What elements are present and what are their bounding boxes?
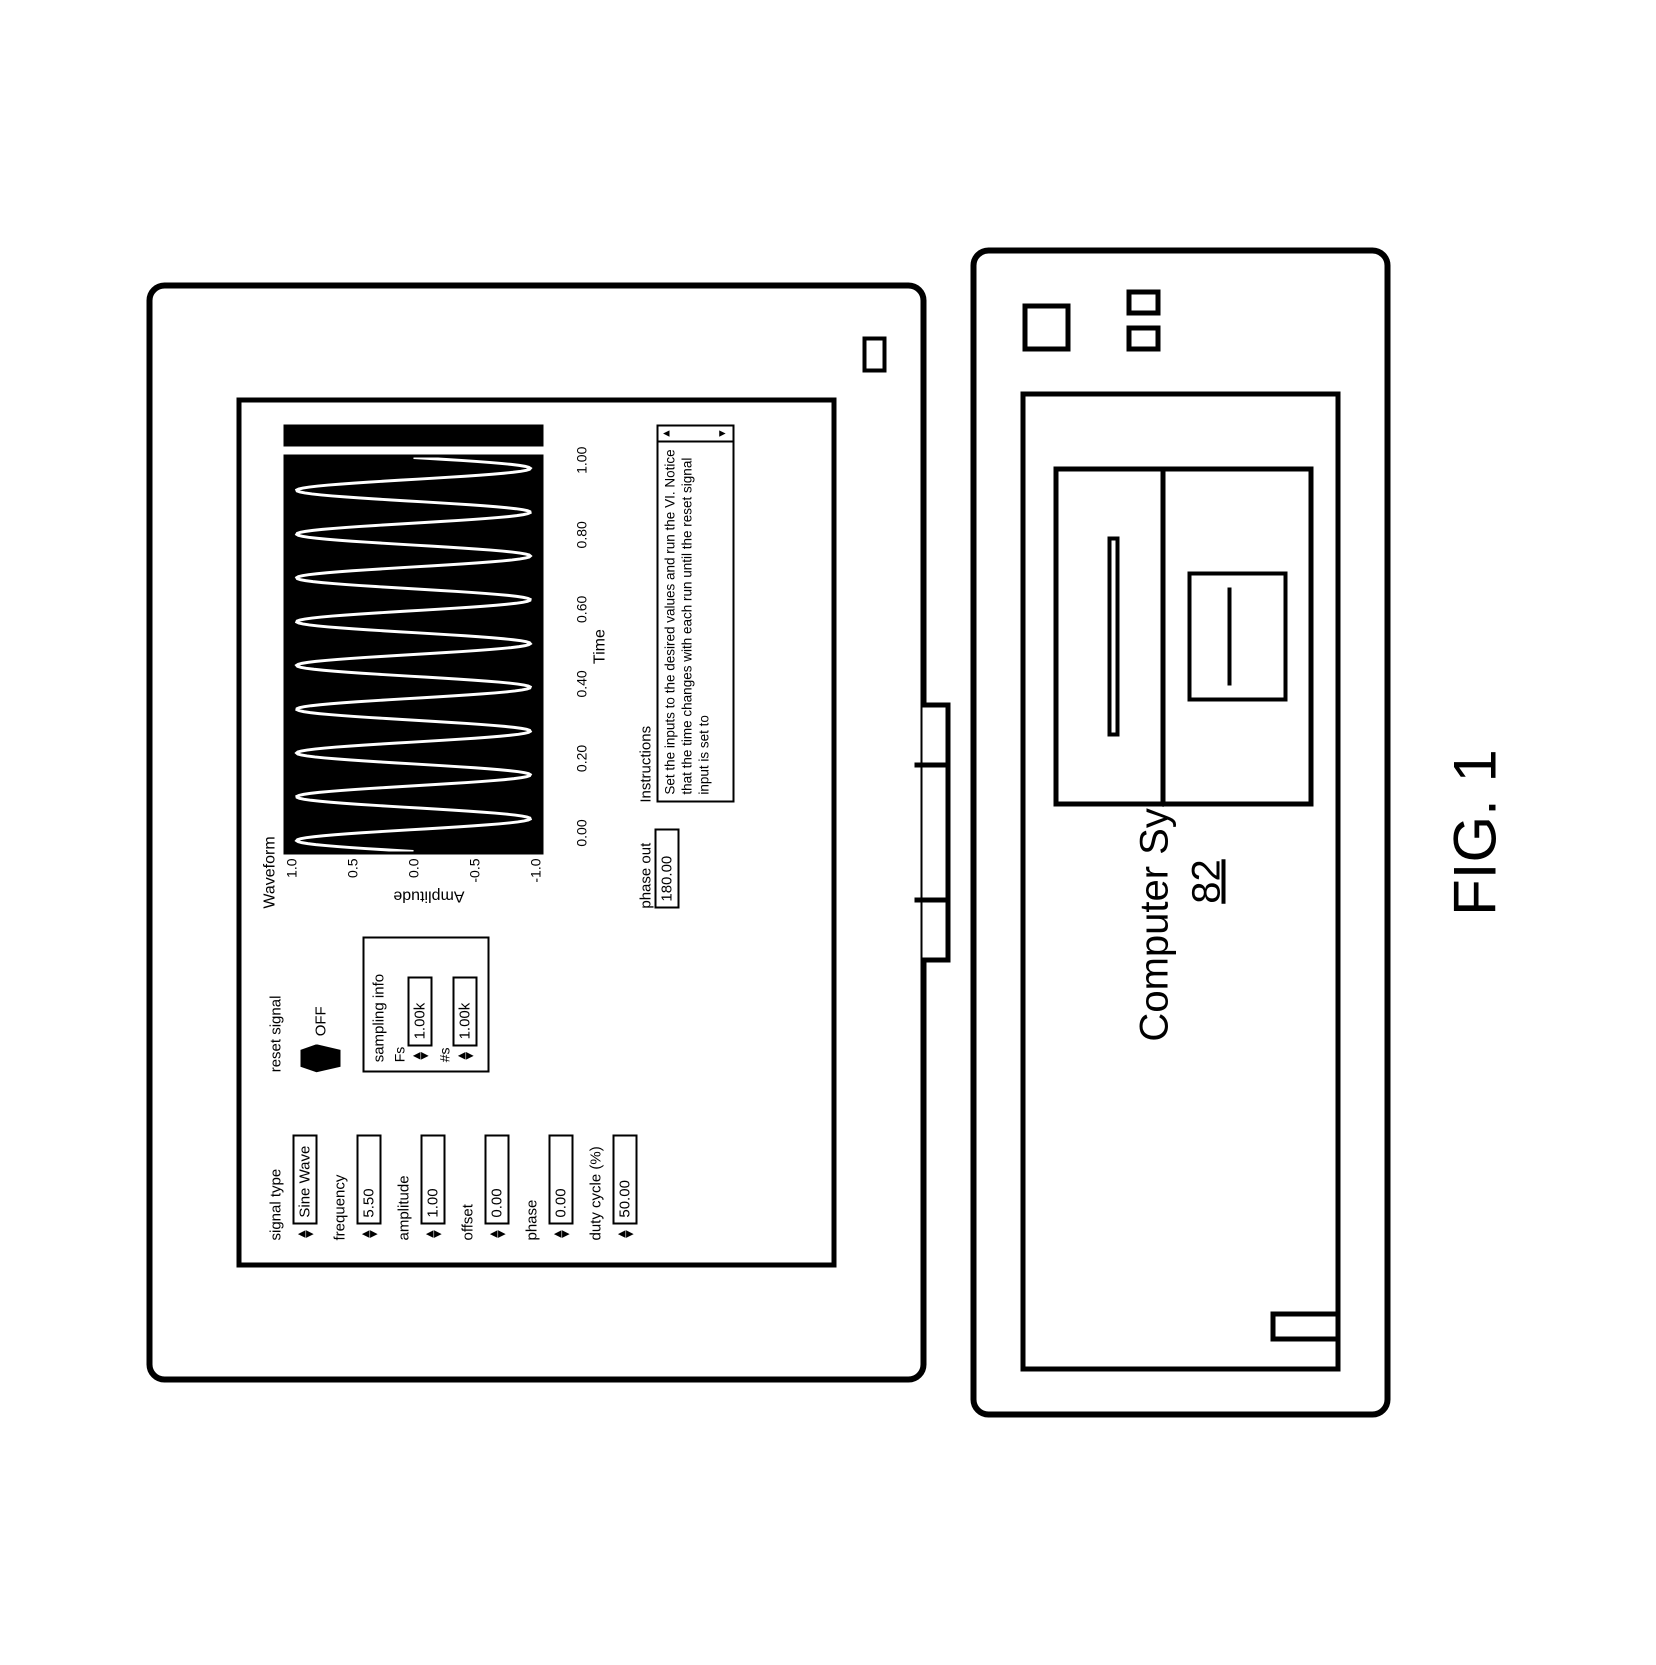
xtick: 0.00 — [574, 819, 590, 846]
offset-label: offset — [460, 1100, 477, 1240]
instructions-title: Instructions — [638, 425, 655, 803]
phase-out-value: 180.00 — [655, 829, 680, 909]
ytick: -0.5 — [467, 859, 483, 883]
instructions-text-box: Set the inputs to the desired values and… — [657, 425, 735, 803]
reset-label: reset signal — [268, 937, 285, 1073]
spinner-icon[interactable]: ▲▼ — [458, 1049, 472, 1062]
frequency-label: frequency — [332, 1100, 349, 1240]
ns-value[interactable]: 1.00k — [453, 976, 478, 1046]
signal-type-control[interactable]: ▲▼ Sine Wave — [293, 1100, 318, 1240]
amplitude-control[interactable]: ▲▼ 1.00 — [421, 1100, 446, 1240]
xtick: 0.60 — [574, 596, 590, 623]
scrollbar[interactable]: ▲ ▼ — [659, 427, 733, 443]
fs-label: Fs — [392, 1047, 408, 1063]
plot-area — [284, 455, 544, 855]
phase-out-indicator: phase out 180.00 — [638, 829, 680, 909]
instructions-text: Set the inputs to the desired values and… — [663, 449, 712, 794]
signal-type-value[interactable]: Sine Wave — [293, 1135, 318, 1225]
tower-indicator — [1127, 290, 1161, 316]
spinner-icon[interactable]: ▲▼ — [554, 1228, 568, 1241]
monitor-power-button — [863, 337, 887, 373]
y-ticks: 1.0 0.5 0.0 -0.5 -1.0 — [284, 855, 544, 887]
frequency-value[interactable]: 5.50 — [357, 1135, 382, 1225]
phase-control[interactable]: ▲▼ 0.00 — [549, 1100, 574, 1240]
reset-sampling-column: reset signal OFF sampling info Fs ▲▼ 1.0… — [262, 937, 812, 1073]
tower-ref-number: 82 — [1185, 859, 1229, 904]
phase-value[interactable]: 0.00 — [549, 1135, 574, 1225]
x-axis-label: Time — [592, 447, 610, 847]
sampling-title: sampling info — [371, 947, 388, 1063]
amplitude-value[interactable]: 1.00 — [421, 1135, 446, 1225]
y-axis-label: Amplitude — [284, 887, 574, 909]
frequency-control[interactable]: ▲▼ 5.50 — [357, 1100, 382, 1240]
spinner-icon[interactable]: ▲▼ — [618, 1228, 632, 1241]
ytick: 1.0 — [284, 859, 300, 883]
patent-figure-page: signal type ▲▼ Sine Wave frequency ▲▼ 5.… — [0, 5, 1656, 1661]
screen: signal type ▲▼ Sine Wave frequency ▲▼ 5.… — [237, 398, 837, 1268]
sampling-info-box: sampling info Fs ▲▼ 1.00k #s ▲▼ 1.00k — [363, 937, 490, 1073]
duty-cycle-value[interactable]: 50.00 — [613, 1135, 638, 1225]
tower-power-button — [1023, 304, 1071, 352]
cd-drive — [1059, 472, 1166, 802]
monitor: signal type ▲▼ Sine Wave frequency ▲▼ 5.… — [147, 283, 927, 1383]
plot-legend-strip — [284, 425, 544, 447]
chart-title: Waveform — [262, 425, 280, 909]
instructions-panel: Instructions Set the inputs to the desir… — [638, 425, 735, 803]
figure-label: FIG. 1 — [1441, 749, 1510, 916]
phase-out-label: phase out — [638, 829, 655, 909]
fs-control[interactable]: ▲▼ 1.00k — [408, 976, 433, 1062]
duty-cycle-label: duty cycle (%) — [588, 1100, 605, 1240]
tower-front-panel: Computer System 82 — [1021, 392, 1341, 1372]
signal-params-column: signal type ▲▼ Sine Wave frequency ▲▼ 5.… — [262, 1100, 812, 1240]
floppy-icon — [1187, 572, 1287, 702]
spinner-icon[interactable]: ▲▼ — [362, 1228, 376, 1241]
offset-control[interactable]: ▲▼ 0.00 — [485, 1100, 510, 1240]
drive-bays — [1054, 467, 1314, 807]
spinner-icon[interactable]: ▲▼ — [490, 1228, 504, 1241]
reset-toggle[interactable]: OFF — [301, 937, 341, 1073]
monitor-stand — [923, 703, 951, 963]
xtick: 1.00 — [574, 447, 590, 474]
ytick: 0.0 — [406, 859, 422, 883]
ytick: -1.0 — [528, 859, 544, 883]
sine-wave — [287, 458, 541, 852]
bottom-row: phase out 180.00 Instructions Set the in… — [638, 425, 735, 909]
ytick: 0.5 — [345, 859, 361, 883]
duty-cycle-control[interactable]: ▲▼ 50.00 — [613, 1100, 638, 1240]
amplitude-label: amplitude — [396, 1100, 413, 1240]
cd-slot-icon — [1107, 537, 1119, 737]
phase-label: phase — [524, 1100, 541, 1240]
reset-state: OFF — [312, 1006, 329, 1036]
tower-buttons — [1023, 290, 1161, 352]
x-ticks: 0.00 0.20 0.40 0.60 0.80 1.00 — [574, 447, 590, 847]
waveform-chart: Amplitude 1.0 0.5 0.0 -0.5 -1.0 — [284, 425, 574, 909]
toggle-icon[interactable] — [301, 1044, 341, 1072]
ns-control[interactable]: ▲▼ 1.00k — [453, 976, 478, 1062]
spinner-icon[interactable]: ▲▼ — [298, 1228, 312, 1241]
signal-type-label: signal type — [268, 1100, 285, 1240]
xtick: 0.40 — [574, 670, 590, 697]
waveform-column: Waveform Amplitude 1.0 0.5 0.0 -0.5 -1.0 — [262, 425, 812, 909]
scroll-up-icon[interactable]: ▲ — [661, 428, 675, 439]
fs-value[interactable]: 1.00k — [408, 976, 433, 1046]
offset-value[interactable]: 0.00 — [485, 1135, 510, 1225]
spinner-icon[interactable]: ▲▼ — [413, 1049, 427, 1062]
tower-indicator — [1127, 326, 1161, 352]
floppy-drive — [1166, 472, 1309, 802]
xtick: 0.80 — [574, 521, 590, 548]
scroll-down-icon[interactable]: ▼ — [717, 428, 731, 439]
spinner-icon[interactable]: ▲▼ — [426, 1228, 440, 1241]
computer-tower: Computer System 82 — [971, 248, 1391, 1418]
ns-label: #s — [437, 1048, 453, 1063]
xtick: 0.20 — [574, 745, 590, 772]
